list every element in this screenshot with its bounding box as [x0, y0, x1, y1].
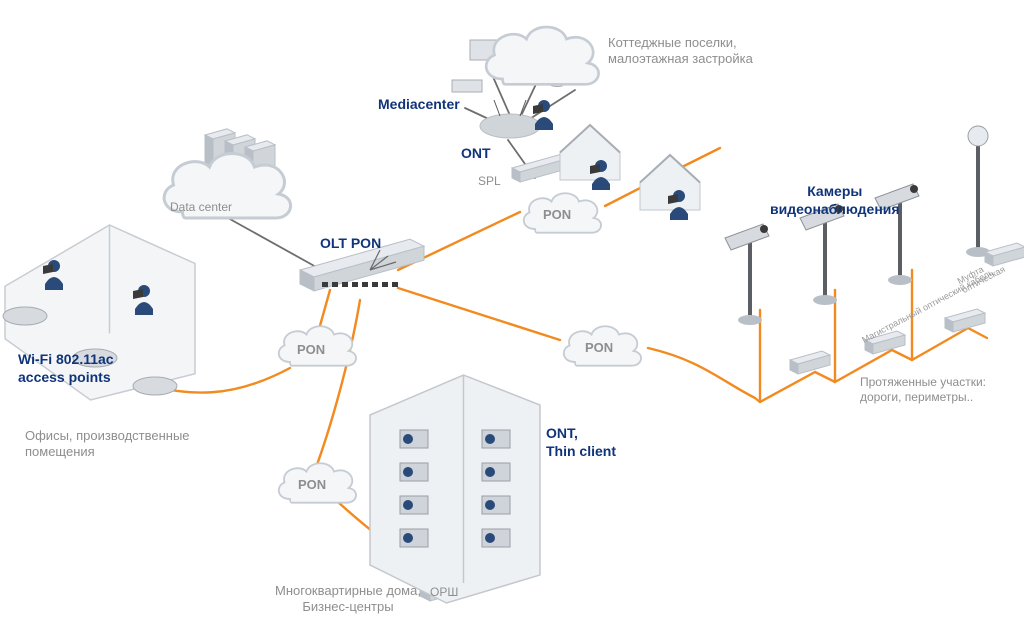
- label-roads: Протяженные участки: дороги, периметры..: [860, 375, 986, 405]
- pon-tag: PON: [543, 207, 571, 223]
- label-trunk: Магистральный оптический кабель: [860, 267, 995, 345]
- label-ont: ONT: [461, 145, 491, 163]
- label-orsh: ОРШ: [430, 585, 458, 600]
- cloud-datacenter: [150, 140, 305, 230]
- pon-tag: PON: [585, 340, 613, 356]
- label-spl: SPL: [478, 174, 501, 189]
- ont-router: [480, 100, 540, 138]
- label-dataCenter: Data center: [170, 200, 232, 215]
- pon-tag: PON: [298, 477, 326, 493]
- lamp-post: [966, 126, 990, 257]
- cloud-city: [455, 15, 630, 95]
- apartment-building: [370, 375, 540, 603]
- label-offices: Офисы, производственные помещения: [25, 428, 190, 461]
- label-mediacenter: Mediacenter: [378, 96, 460, 114]
- pon-topology-diagram: { "type": "network-topology", "canvas": …: [0, 0, 1024, 625]
- spl-splitter: [512, 155, 568, 182]
- label-cottage: Коттеджные поселки, малоэтажная застройк…: [608, 35, 753, 68]
- label-wifi: Wi-Fi 802.11ac access points: [18, 351, 114, 386]
- label-cams: Камеры видеонаблюдения: [770, 183, 900, 218]
- label-apartments: Многоквартирные дома, Бизнес-центры: [275, 583, 421, 616]
- label-ontThin: ONT, Thin client: [546, 425, 616, 460]
- label-oltPon: OLT PON: [320, 235, 381, 253]
- pon-tag: PON: [297, 342, 325, 358]
